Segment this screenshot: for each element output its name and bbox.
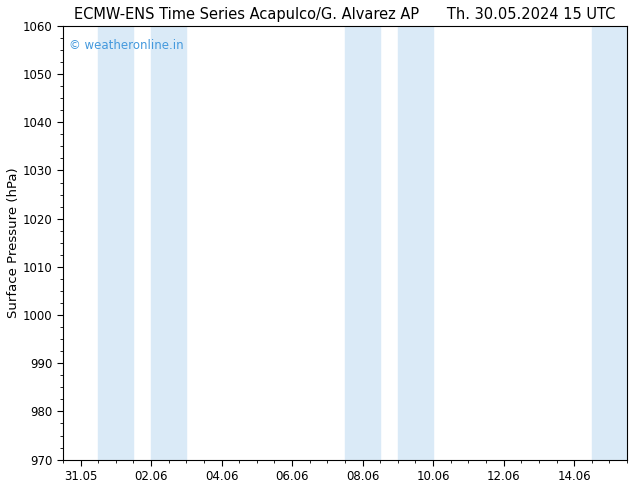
- Bar: [151, 26, 186, 460]
- Title: ECMW-ENS Time Series Acapulco/G. Alvarez AP      Th. 30.05.2024 15 UTC: ECMW-ENS Time Series Acapulco/G. Alvarez…: [74, 7, 616, 22]
- Bar: [398, 26, 433, 460]
- Bar: [592, 26, 627, 460]
- Bar: [98, 26, 133, 460]
- Y-axis label: Surface Pressure (hPa): Surface Pressure (hPa): [7, 168, 20, 318]
- Text: © weatheronline.in: © weatheronline.in: [68, 39, 183, 52]
- Bar: [345, 26, 380, 460]
